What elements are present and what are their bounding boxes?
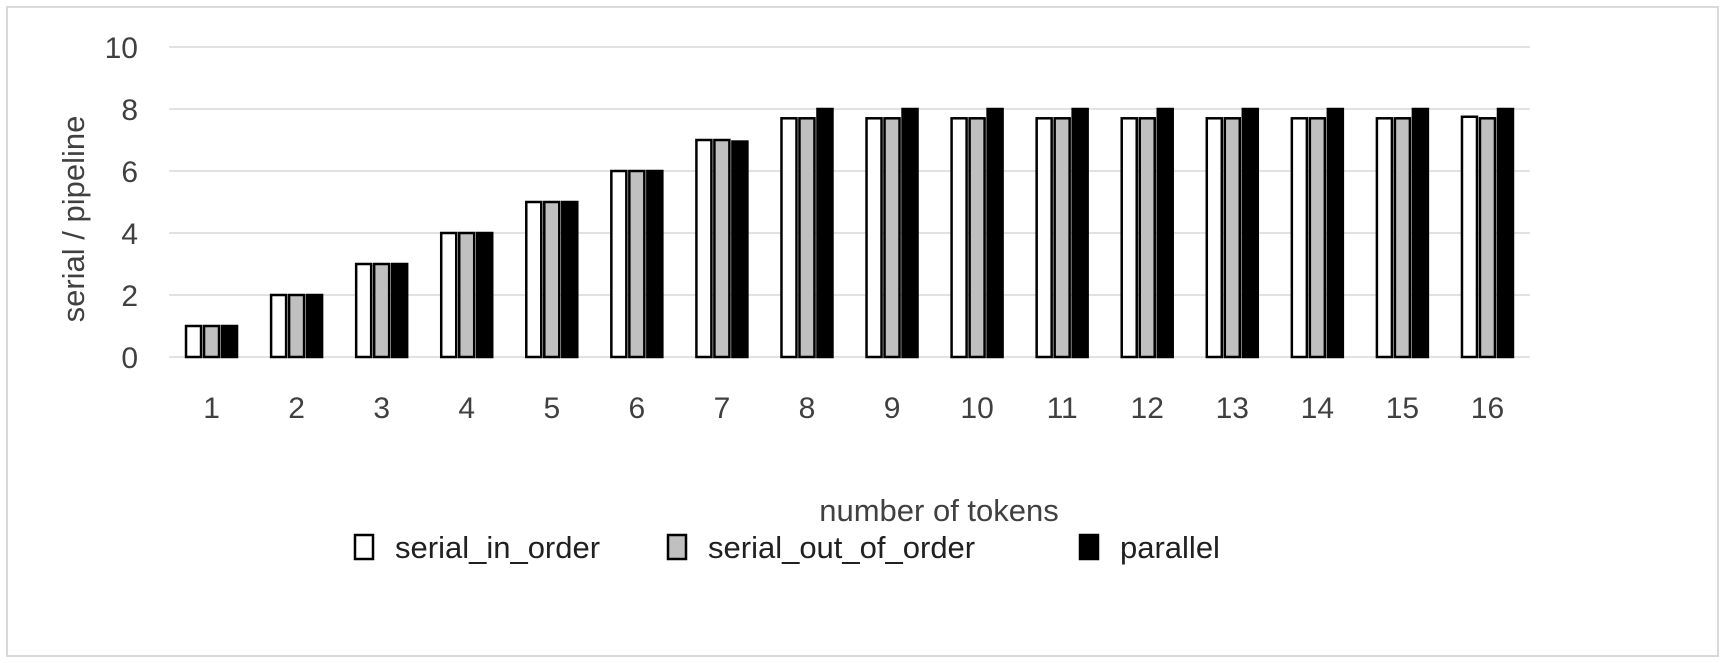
y-tick-label: 6 <box>121 156 138 189</box>
bar-parallel-1 <box>220 324 239 359</box>
x-tick-label: 9 <box>884 392 901 425</box>
bar-parallel-14 <box>1326 107 1345 359</box>
bar-serial-out-of-order-3 <box>372 262 391 359</box>
x-tick-label: 14 <box>1301 392 1334 425</box>
y-tick-label: 8 <box>121 94 138 127</box>
legend-swatch-parallel <box>1078 533 1100 561</box>
x-tick-label: 7 <box>714 392 731 425</box>
bar-serial-in-order-4 <box>439 231 458 359</box>
bar-serial-out-of-order-1 <box>202 324 221 359</box>
bar-parallel-12 <box>1156 107 1174 359</box>
x-tick-label: 6 <box>629 392 646 425</box>
bar-parallel-10 <box>986 107 1004 359</box>
bar-parallel-16 <box>1496 107 1515 359</box>
legend-swatch-serial-out-of-order <box>666 533 688 561</box>
bar-serial-in-order-6 <box>610 169 628 359</box>
bar-parallel-9 <box>901 107 919 359</box>
bar-serial-in-order-16 <box>1460 115 1479 359</box>
y-tick-label: 4 <box>121 218 138 251</box>
legend: serial_in_order serial_out_of_order parall… <box>353 530 1220 565</box>
x-tick-label: 15 <box>1386 392 1419 425</box>
bar-serial-out-of-order-4 <box>457 231 476 359</box>
x-axis-ticks: 1 2 3 4 5 6 7 8 9 10 11 12 13 14 15 16 <box>203 392 1504 425</box>
bar-serial-in-order-15 <box>1375 117 1394 359</box>
bar-serial-out-of-order-13 <box>1223 117 1242 359</box>
bar-serial-out-of-order-7 <box>713 138 731 359</box>
x-tick-label: 8 <box>799 392 816 425</box>
bar-parallel-6 <box>646 169 664 359</box>
bar-serial-in-order-3 <box>354 262 373 359</box>
bar-serial-in-order-13 <box>1205 117 1224 359</box>
bar-serial-in-order-2 <box>269 293 288 359</box>
bar-serial-in-order-7 <box>695 138 713 359</box>
bar-serial-in-order-1 <box>184 324 203 359</box>
bar-parallel-2 <box>305 293 324 359</box>
bar-serial-in-order-11 <box>1035 117 1053 359</box>
x-tick-label: 1 <box>203 392 220 425</box>
bar-serial-out-of-order-8 <box>798 117 816 359</box>
bar-serial-in-order-9 <box>865 117 883 359</box>
legend-label-serial-in-order: serial_in_order <box>395 530 600 565</box>
x-tick-label: 11 <box>1047 392 1078 425</box>
bar-parallel-5 <box>561 200 579 359</box>
bar-parallel-4 <box>475 231 494 359</box>
y-tick-label: 2 <box>121 280 138 313</box>
legend-label-parallel: parallel <box>1120 530 1220 565</box>
bar-serial-out-of-order-5 <box>543 200 561 359</box>
legend-label-serial-out-of-order: serial_out_of_order <box>708 530 975 565</box>
bar-serial-out-of-order-10 <box>968 117 986 359</box>
bar-serial-out-of-order-2 <box>287 293 306 359</box>
bars <box>184 107 1515 359</box>
bar-parallel-7 <box>731 140 749 359</box>
bar-serial-out-of-order-12 <box>1138 117 1156 359</box>
y-axis-title: serial / pipeline <box>56 116 91 323</box>
bar-serial-in-order-5 <box>525 200 543 359</box>
bar-parallel-13 <box>1241 107 1260 359</box>
y-tick-label: 0 <box>121 342 138 375</box>
bar-parallel-15 <box>1411 107 1430 359</box>
x-tick-label: 3 <box>373 392 390 425</box>
bar-serial-out-of-order-14 <box>1308 117 1327 359</box>
x-axis-title: number of tokens <box>819 493 1059 528</box>
bar-serial-in-order-12 <box>1120 117 1138 359</box>
bar-parallel-11 <box>1071 107 1089 359</box>
bar-serial-out-of-order-6 <box>628 169 646 359</box>
bar-parallel-3 <box>390 262 409 359</box>
x-tick-label: 16 <box>1471 392 1504 425</box>
x-tick-label: 2 <box>288 392 305 425</box>
x-tick-label: 13 <box>1216 392 1249 425</box>
bar-serial-out-of-order-15 <box>1393 117 1412 359</box>
y-axis-ticks: 0 2 4 6 8 10 <box>105 32 138 375</box>
bar-serial-in-order-10 <box>950 117 968 359</box>
bar-serial-out-of-order-16 <box>1478 117 1497 359</box>
x-tick-label: 5 <box>543 392 560 425</box>
bar-serial-out-of-order-9 <box>883 117 901 359</box>
x-tick-label: 4 <box>458 392 475 425</box>
bar-parallel-8 <box>816 107 834 359</box>
y-tick-label: 10 <box>105 32 138 65</box>
legend-swatch-serial-in-order <box>353 533 375 561</box>
x-tick-label: 10 <box>960 392 993 425</box>
bar-serial-in-order-14 <box>1290 117 1309 359</box>
bar-serial-in-order-8 <box>780 117 798 359</box>
x-tick-label: 12 <box>1131 392 1164 425</box>
bar-serial-out-of-order-11 <box>1053 117 1071 359</box>
